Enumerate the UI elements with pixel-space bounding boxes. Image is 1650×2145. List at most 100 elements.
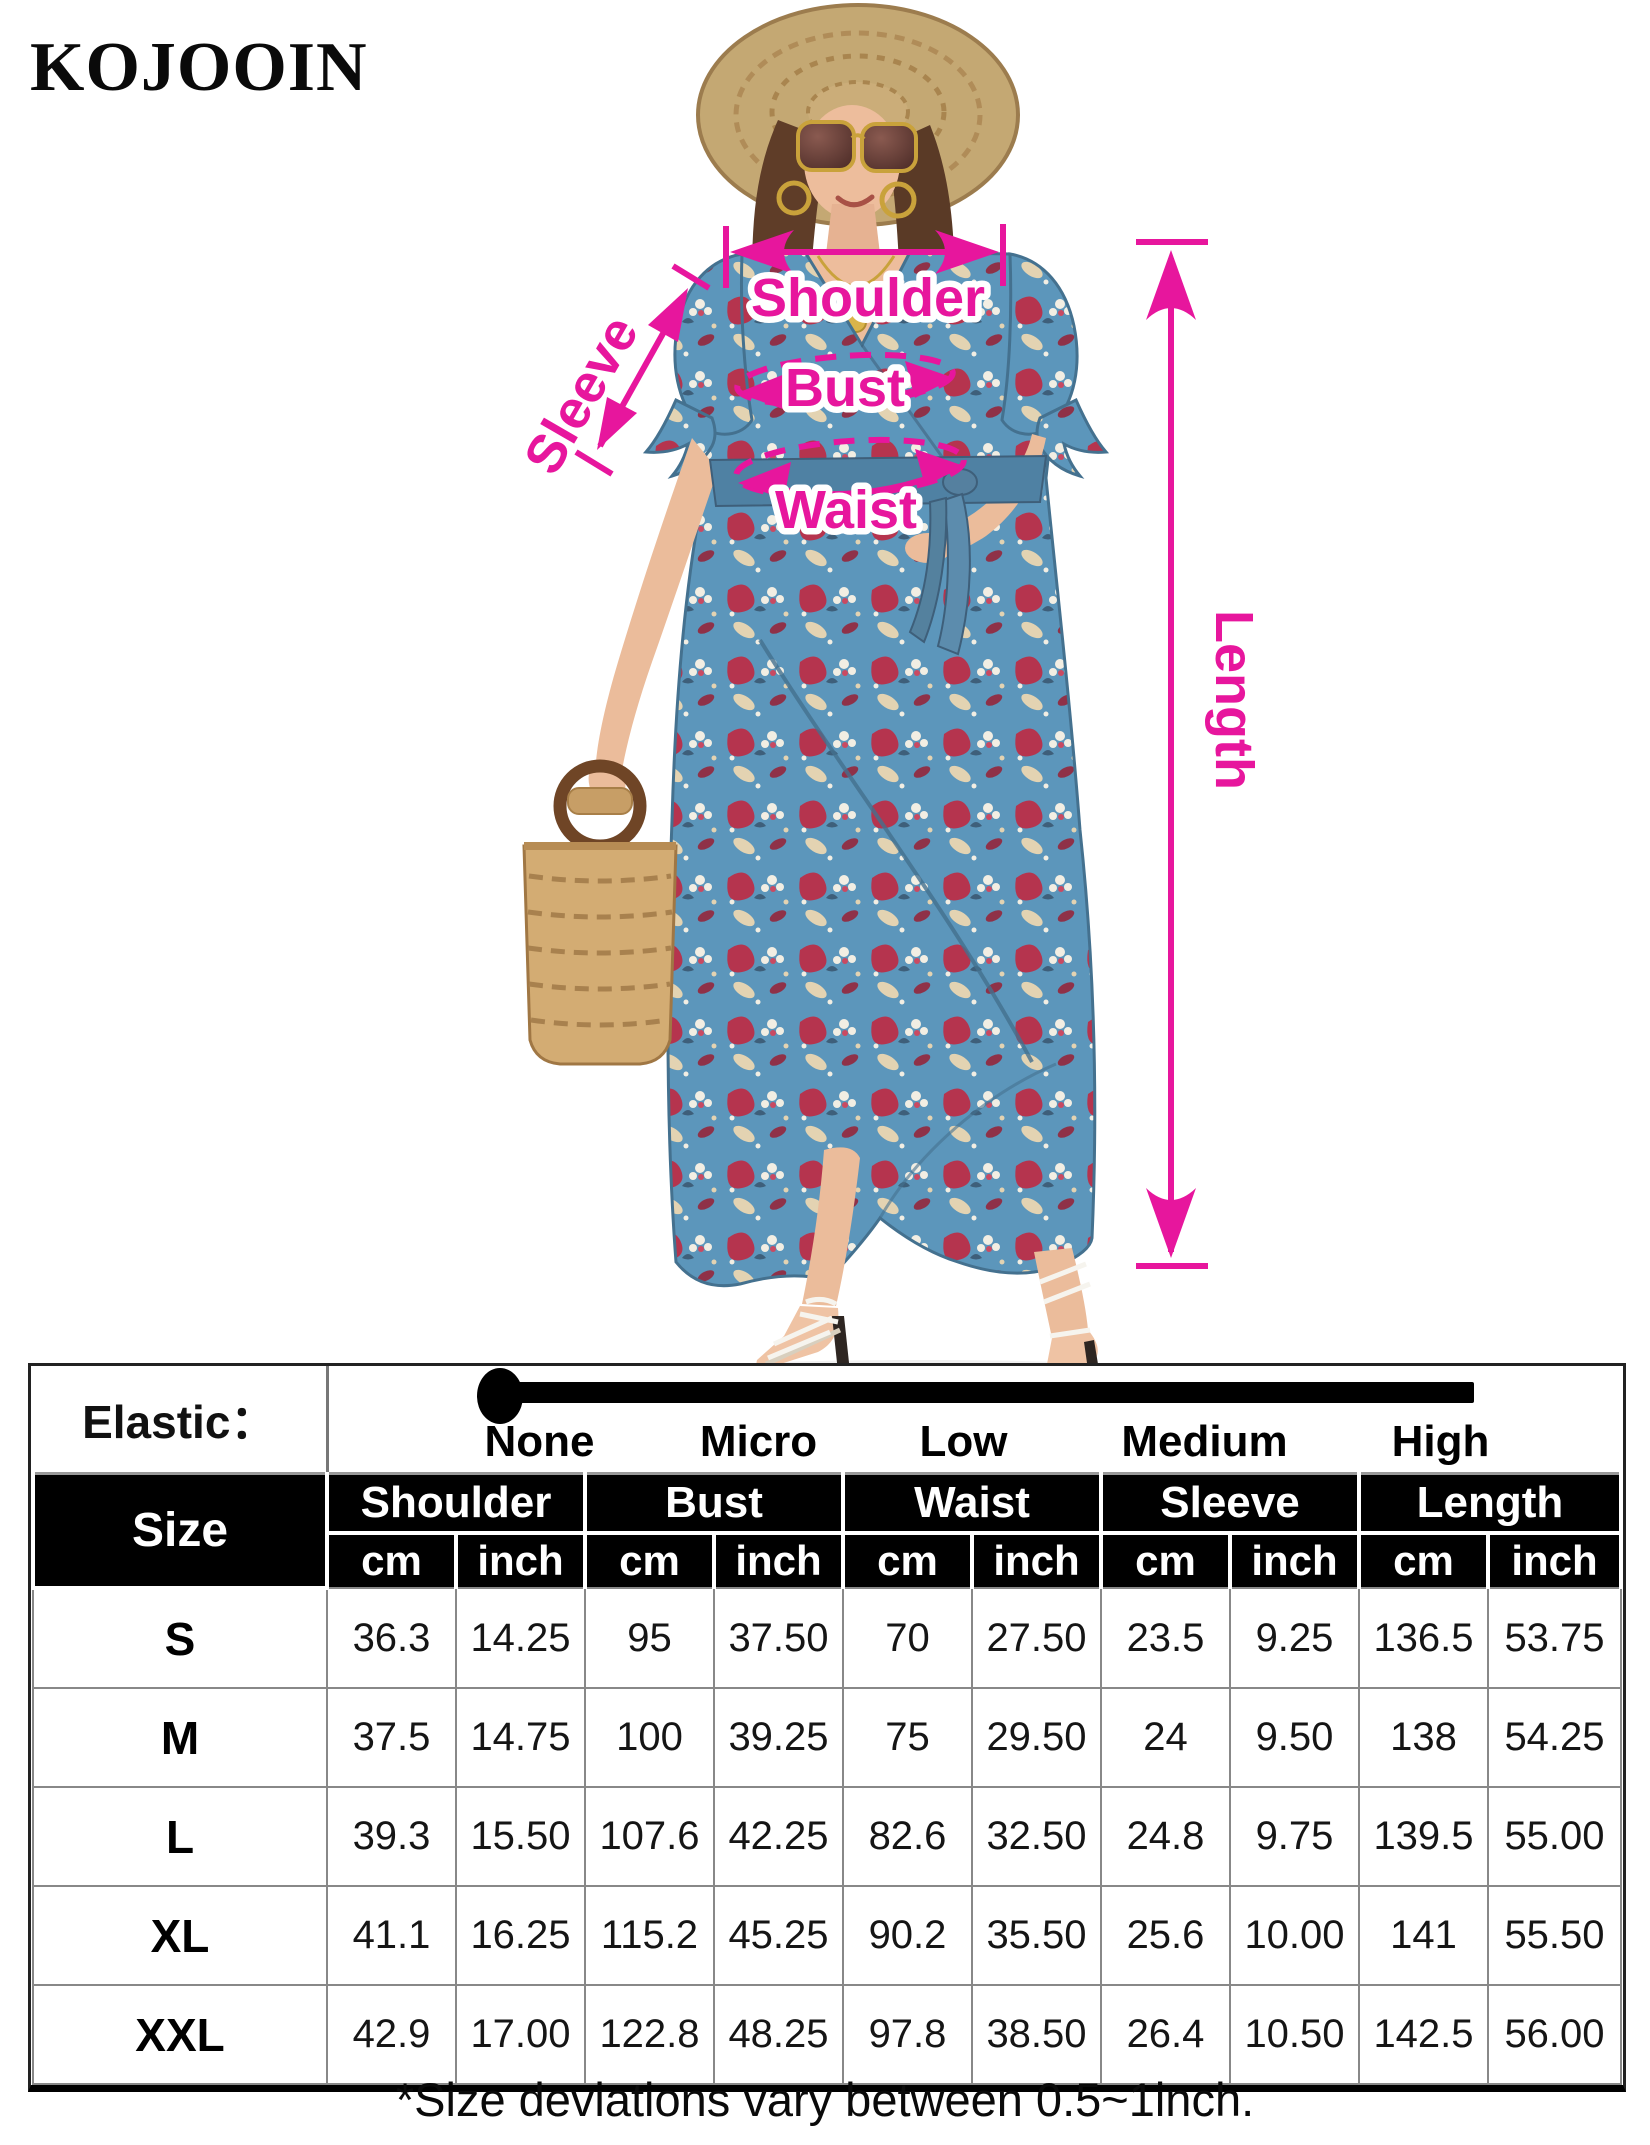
value-cell: 90.2 xyxy=(842,1885,973,1986)
group-header-waist: Waist xyxy=(841,1472,1103,1535)
unit-header-cell: inch xyxy=(712,1531,845,1589)
unit-header-cell: cm xyxy=(583,1531,716,1589)
unit-header-cell: cm xyxy=(325,1531,458,1589)
unit-header-cell: inch xyxy=(1228,1531,1361,1589)
unit-header-row: cm inch cm inch cm inch cm inch cm inch xyxy=(33,1531,1623,1589)
size-cell: XXL xyxy=(32,1984,328,2085)
value-cell: 136.5 xyxy=(1358,1587,1489,1689)
value-cell: 38.50 xyxy=(971,1984,1102,2085)
size-row-m: M 37.5 14.75 100 39.25 75 29.50 24 9.50 … xyxy=(32,1687,1622,1788)
value-cell: 55.00 xyxy=(1487,1786,1622,1887)
sleeve-arrow xyxy=(574,263,711,477)
length-arrow xyxy=(1136,239,1208,1269)
value-cell: 48.25 xyxy=(713,1984,844,2085)
bust-arrow xyxy=(734,351,956,409)
value-cell: 42.9 xyxy=(326,1984,457,2085)
size-row-l: L 39.3 15.50 107.6 42.25 82.6 32.50 24.8… xyxy=(32,1786,1622,1887)
size-deviation-note: *Size deviations vary between 0.5~1inch. xyxy=(395,2073,1255,2126)
value-cell: 39.3 xyxy=(326,1786,457,1887)
shoulder-arrow xyxy=(723,224,1006,288)
unit-header-cell: inch xyxy=(454,1531,587,1589)
value-cell: 75 xyxy=(842,1687,973,1788)
unit-header-cell: inch xyxy=(970,1531,1103,1589)
value-cell: 24.8 xyxy=(1100,1786,1231,1887)
value-cell: 39.25 xyxy=(713,1687,844,1788)
measurement-diagram: Shoulder Bust Waist xyxy=(513,3,1264,1384)
elastic-scale-medium: Medium xyxy=(1121,1417,1288,1466)
value-cell: 9.25 xyxy=(1229,1587,1360,1689)
value-cell: 17.00 xyxy=(455,1984,586,2085)
value-cell: 23.5 xyxy=(1100,1587,1231,1689)
value-cell: 32.50 xyxy=(971,1786,1102,1887)
shoulder-label: Shoulder xyxy=(751,268,985,328)
value-cell: 97.8 xyxy=(842,1984,973,2085)
group-header-bust: Bust xyxy=(583,1472,845,1535)
size-table: Elastic： None Micro Low Medium High Size… xyxy=(28,1363,1626,2092)
straw-basket-bag xyxy=(522,759,678,1066)
puff-sleeve-right xyxy=(1000,252,1110,479)
size-cell: S xyxy=(32,1587,328,1689)
value-cell: 95 xyxy=(584,1587,715,1689)
value-cell: 54.25 xyxy=(1487,1687,1622,1788)
value-cell: 142.5 xyxy=(1358,1984,1489,2085)
size-corner-header: Size xyxy=(31,1472,329,1590)
value-cell: 10.00 xyxy=(1229,1885,1360,1986)
size-cell: M xyxy=(32,1687,328,1788)
elastic-scale: None Micro Low Medium High xyxy=(327,1366,1621,1475)
value-cell: 37.50 xyxy=(713,1587,844,1689)
value-cell: 55.50 xyxy=(1487,1885,1622,1986)
size-row-s: S 36.3 14.25 95 37.50 70 27.50 23.5 9.25… xyxy=(32,1587,1622,1689)
value-cell: 53.75 xyxy=(1487,1587,1622,1689)
size-row-xxl: XXL 42.9 17.00 122.8 48.25 97.8 38.50 26… xyxy=(32,1984,1622,2085)
value-cell: 139.5 xyxy=(1358,1786,1489,1887)
value-cell: 82.6 xyxy=(842,1786,973,1887)
value-cell: 122.8 xyxy=(584,1984,715,2085)
unit-header-cell: cm xyxy=(841,1531,974,1589)
elastic-bar xyxy=(498,1382,1474,1403)
elastic-scale-micro: Micro xyxy=(699,1417,818,1466)
sunglasses-icon xyxy=(796,120,918,173)
value-cell: 9.75 xyxy=(1229,1786,1360,1887)
elastic-scale-none: None xyxy=(484,1417,595,1466)
value-cell: 115.2 xyxy=(584,1885,715,1986)
value-cell: 138 xyxy=(1358,1687,1489,1788)
size-cell: XL xyxy=(32,1885,328,1986)
value-cell: 56.00 xyxy=(1487,1984,1622,2085)
group-header-sleeve: Sleeve xyxy=(1099,1472,1361,1535)
value-cell: 29.50 xyxy=(971,1687,1102,1788)
length-label: Length xyxy=(1204,610,1264,790)
unit-header-cell: inch xyxy=(1486,1531,1623,1589)
value-cell: 26.4 xyxy=(1100,1984,1231,2085)
elastic-row: Elastic： None Micro Low Medium High xyxy=(33,1366,1621,1475)
group-header-length: Length xyxy=(1357,1472,1623,1535)
group-header-shoulder: Shoulder xyxy=(325,1472,587,1535)
value-cell: 100 xyxy=(584,1687,715,1788)
value-cell: 24 xyxy=(1100,1687,1231,1788)
hoop-earrings xyxy=(776,180,917,219)
unit-header-cell: cm xyxy=(1357,1531,1490,1589)
value-cell: 41.1 xyxy=(326,1885,457,1986)
elastic-scale-low: Low xyxy=(919,1417,1008,1466)
brand-logo: KOJOOIN xyxy=(30,29,368,106)
value-cell: 15.50 xyxy=(455,1786,586,1887)
bust-label: Bust xyxy=(785,358,905,418)
value-cell: 25.6 xyxy=(1100,1885,1231,1986)
value-cell: 9.50 xyxy=(1229,1687,1360,1788)
value-cell: 107.6 xyxy=(584,1786,715,1887)
group-header-row: Size Shoulder Bust Waist Sleeve Length xyxy=(31,1472,1623,1590)
value-cell: 14.25 xyxy=(455,1587,586,1689)
value-cell: 27.50 xyxy=(971,1587,1102,1689)
size-row-xl: XL 41.1 16.25 115.2 45.25 90.2 35.50 25.… xyxy=(32,1885,1622,1986)
waist-label: Waist xyxy=(775,480,917,540)
puff-sleeve-left xyxy=(642,252,754,479)
waist-arrow xyxy=(733,436,967,500)
value-cell: 42.25 xyxy=(713,1786,844,1887)
value-cell: 70 xyxy=(842,1587,973,1689)
value-cell: 14.75 xyxy=(455,1687,586,1788)
value-cell: 10.50 xyxy=(1229,1984,1360,2085)
measurement-annotations: Shoulder Bust Waist xyxy=(513,224,1264,1269)
size-cell: L xyxy=(32,1786,328,1887)
model-photo xyxy=(522,3,1170,1384)
value-cell: 35.50 xyxy=(971,1885,1102,1986)
